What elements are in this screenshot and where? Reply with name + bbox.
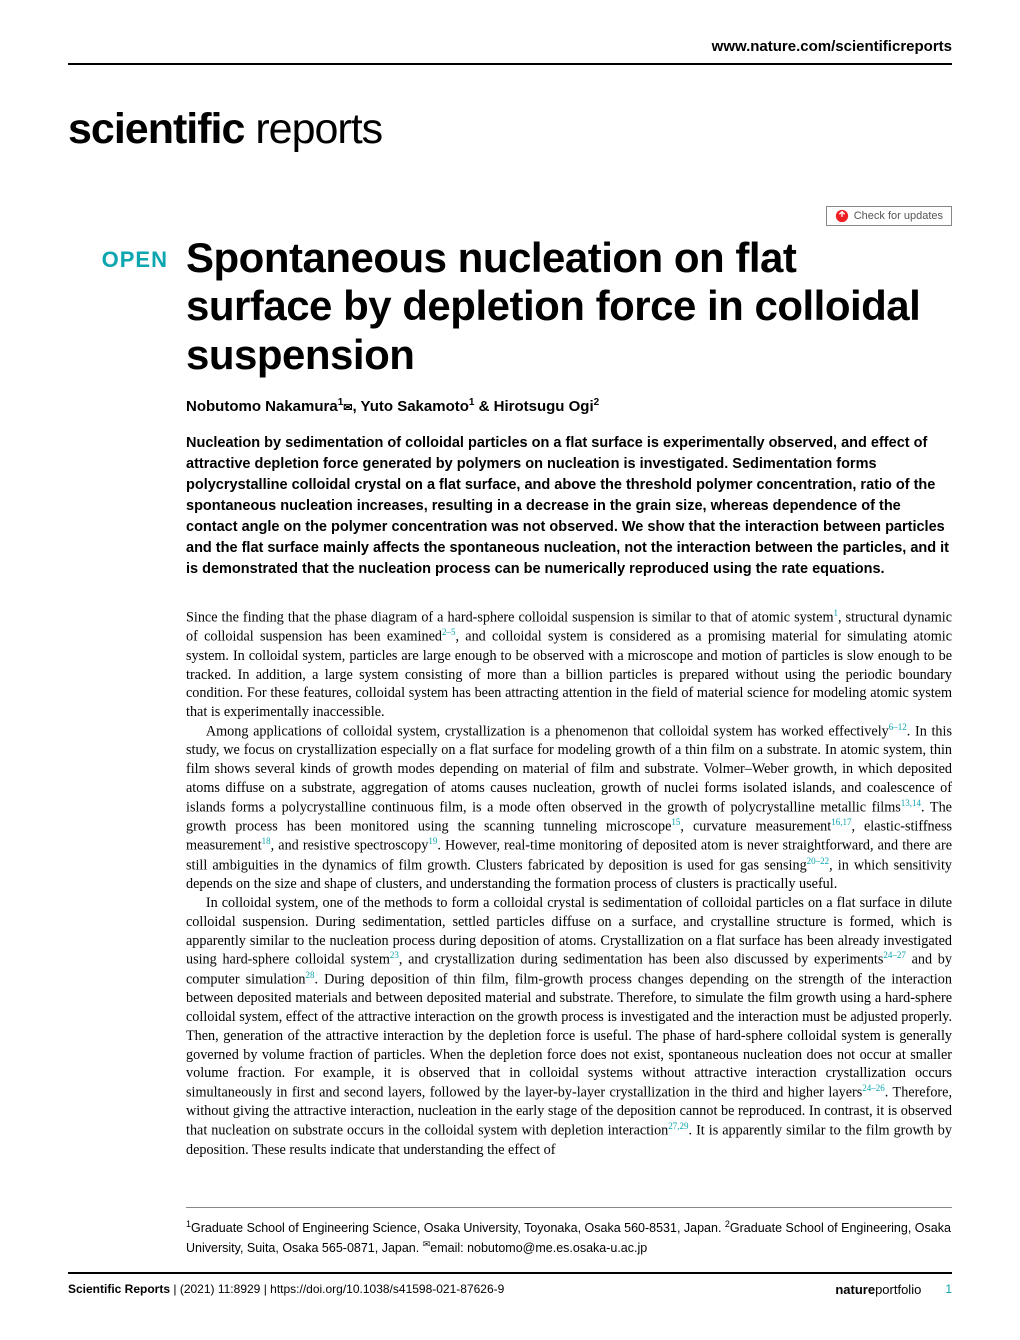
open-access-badge: OPEN [68,247,168,273]
journal-logo-light: reports [244,105,382,153]
page-footer: Scientific Reports | (2021) 11:8929 | ht… [68,1272,952,1297]
check-updates-label: Check for updates [854,210,943,222]
journal-logo: scientific reports [68,105,952,154]
check-updates-button[interactable]: Check for updates [826,206,952,226]
article-title: Spontaneous nucleation on flat surface b… [186,234,952,379]
portfolio-bold: nature [835,1282,875,1297]
authors-line: Nobutomo Nakamura1✉, Yuto Sakamoto1 & Hi… [186,397,952,415]
body-paragraph: In colloidal system, one of the methods … [186,894,952,1159]
footer-journal: Scientific Reports [68,1282,170,1296]
body-paragraph: Since the finding that the phase diagram… [186,608,952,722]
journal-logo-bold: scientific [68,105,244,153]
footer-citation: (2021) 11:8929 [180,1282,261,1296]
footer-doi[interactable]: https://doi.org/10.1038/s41598-021-87626… [270,1282,504,1296]
page-number: 1 [945,1282,952,1296]
affiliations: 1Graduate School of Engineering Science,… [186,1207,952,1257]
portfolio-light: portfolio [875,1282,921,1297]
check-updates-container: Check for updates [68,206,952,228]
nature-portfolio-logo: natureportfolio [835,1282,921,1297]
check-updates-icon [835,209,849,223]
header-url: www.nature.com/scientificreports [68,38,952,65]
body-paragraph: Among applications of colloidal system, … [186,722,952,894]
body-text: Since the finding that the phase diagram… [186,608,952,1159]
abstract: Nucleation by sedimentation of colloidal… [186,433,952,580]
